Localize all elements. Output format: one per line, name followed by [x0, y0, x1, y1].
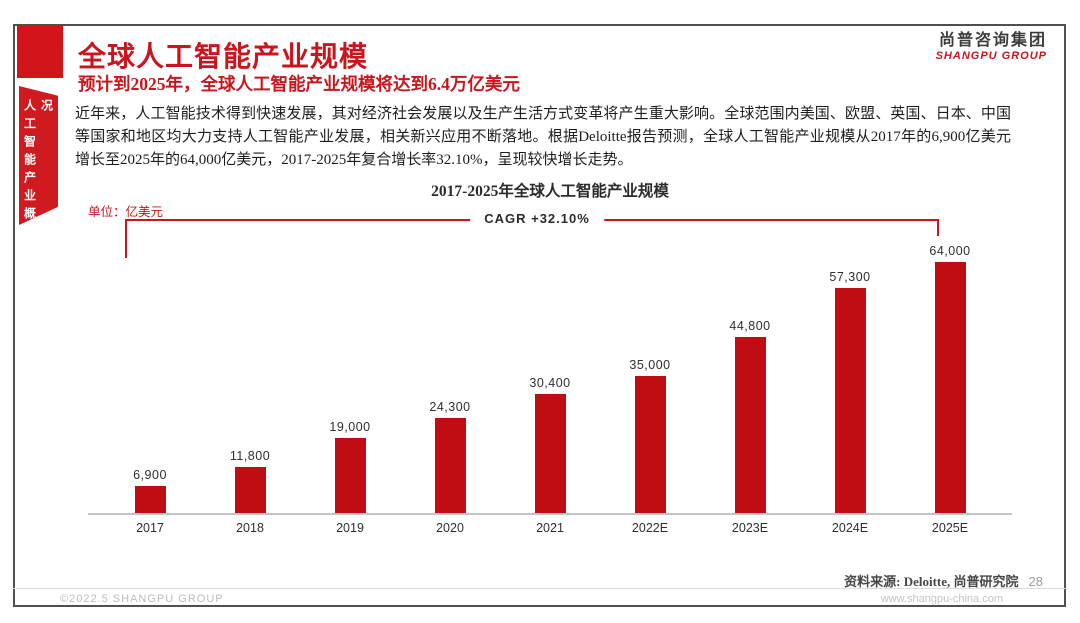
bar — [834, 288, 866, 513]
x-axis-label: 2019 — [336, 521, 364, 535]
x-axis-line — [88, 513, 1012, 515]
bar-group: 19,000 — [300, 243, 400, 513]
bar-value-label: 6,900 — [133, 468, 167, 482]
x-axis-label: 2017 — [136, 521, 164, 535]
sidebar-section-ribbon: 人工智能产业概况 — [19, 86, 58, 225]
cagr-bracket-left-tick — [125, 219, 127, 258]
x-axis-label: 2025E — [931, 521, 969, 535]
bar — [334, 438, 366, 513]
x-axis-label: 2020 — [436, 521, 464, 535]
x-axis-label: 2023E — [731, 521, 769, 535]
bar — [634, 376, 666, 513]
page-subtitle: 预计到2025年，全球人工智能产业规模将达到6.4万亿美元 — [78, 74, 520, 94]
footer-source-row: 资料来源: Deloitte, 尚普研究院 28 — [844, 571, 1043, 590]
bar — [234, 467, 266, 513]
cagr-annotation: CAGR +32.10% — [470, 211, 604, 226]
footer-website: www.shangpu-china.com — [880, 593, 1003, 605]
bar-value-label: 30,400 — [529, 376, 571, 390]
sidebar-red-block — [17, 25, 63, 78]
footer-divider — [13, 588, 1066, 589]
x-labels-row: 2017 2018 2019 2020 2021 2022E 2023E 2024E 2025E — [88, 521, 1012, 535]
logo-chinese-name: 尚普咨询集团 — [938, 32, 1047, 49]
chart-title: 2017-2025年全球人工智能产业规模 — [431, 183, 669, 200]
bar — [734, 337, 766, 513]
bar — [534, 394, 566, 513]
bar-group: 6,900 — [100, 243, 200, 513]
bar-group: 11,800 — [200, 243, 300, 513]
bar-group: 24,300 — [400, 243, 500, 513]
logo-english-name: SHANGPU GROUP — [935, 50, 1047, 62]
company-logo: 尚普咨询集团 SHANGPU GROUP — [936, 26, 1047, 62]
bar-value-label: 24,300 — [429, 400, 471, 414]
bar-group: 57,300 — [800, 243, 900, 513]
data-source-label: 资料来源: Deloitte, 尚普研究院 — [844, 574, 1019, 589]
bar — [134, 486, 166, 513]
bar — [434, 418, 466, 513]
bar-chart: 6,900 11,800 19,000 24,300 30,400 35,000 44,80… — [88, 243, 1012, 535]
body-paragraph: 近年来，人工智能技术得到快速发展，其对经济社会发展以及生产生活方式变革将产生重大… — [75, 106, 1011, 168]
chart-unit-label: 单位：亿美元 — [88, 205, 164, 219]
x-axis-label: 2024E — [831, 521, 869, 535]
bar-value-label: 44,800 — [729, 319, 771, 333]
bar — [934, 262, 966, 513]
bar-group: 30,400 — [500, 243, 600, 513]
bar-group: 35,000 — [600, 243, 700, 513]
bar-group: 44,800 — [700, 243, 800, 513]
cagr-bracket-right-tick — [937, 219, 939, 236]
sidebar-section-label: 人工智能产业概况 — [22, 99, 54, 225]
bar-value-label: 64,000 — [929, 244, 971, 258]
footer-copyright: ©2022.5 SHANGPU GROUP — [60, 593, 224, 605]
x-axis-label: 2022E — [631, 521, 669, 535]
bar-group: 64,000 — [900, 243, 1000, 513]
bar-value-label: 57,300 — [829, 270, 871, 284]
x-axis-label: 2021 — [536, 521, 564, 535]
bar-value-label: 35,000 — [629, 358, 671, 372]
page-title: 全球人工智能产业规模 — [78, 42, 369, 73]
page-number: 28 — [1028, 574, 1043, 589]
x-axis-label: 2018 — [236, 521, 264, 535]
bar-value-label: 19,000 — [329, 420, 371, 434]
bars-row: 6,900 11,800 19,000 24,300 30,400 35,000 44,80… — [88, 243, 1012, 513]
bar-value-label: 11,800 — [229, 449, 271, 463]
